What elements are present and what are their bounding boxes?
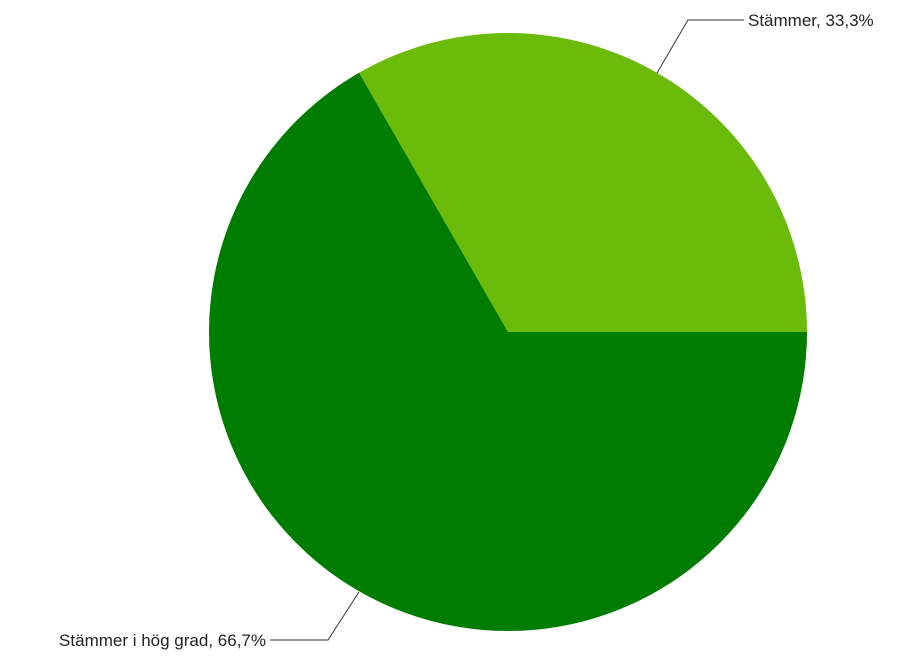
leader-line-stammer-i-hog-grad	[270, 591, 360, 641]
slice-label-stammer: Stämmer, 33,3%	[748, 11, 874, 30]
pie-slices	[209, 33, 808, 632]
leader-lines	[270, 19, 744, 641]
slice-label-stammer-i-hog-grad: Stämmer i hög grad, 66,7%	[59, 631, 266, 650]
pie-slice-stammer-i-hog-grad	[209, 72, 808, 632]
leader-line-stammer	[656, 19, 744, 74]
slice-labels: Stämmer, 33,3% Stämmer i hög grad, 66,7%	[59, 11, 874, 650]
pie-slice-stammer	[359, 33, 807, 332]
